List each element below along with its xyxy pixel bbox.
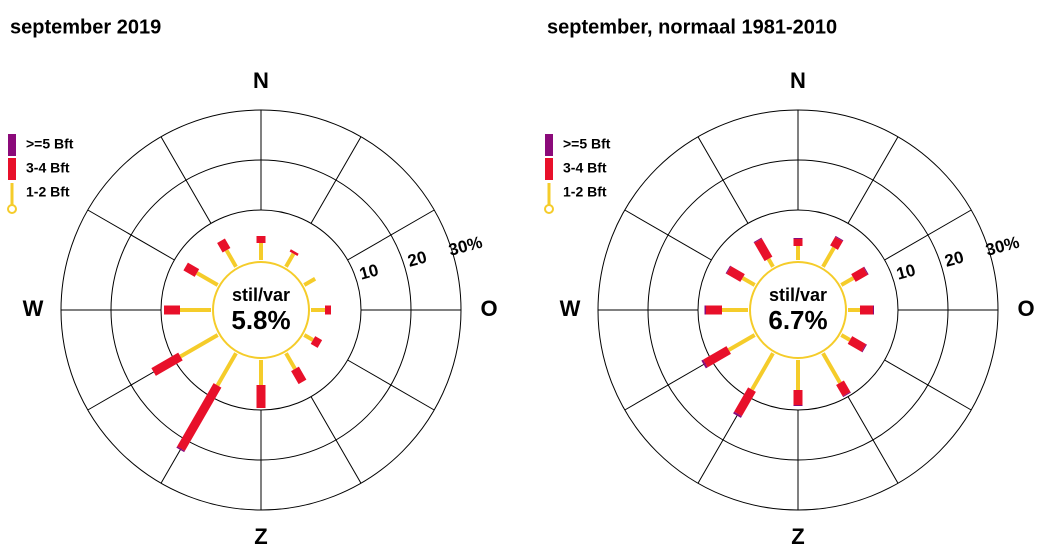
legend-label: 1-2 Bft bbox=[26, 184, 70, 200]
wind-bar bbox=[733, 411, 742, 418]
wind-bar bbox=[821, 352, 842, 384]
wind-bar bbox=[176, 446, 185, 453]
wind-bar bbox=[215, 352, 238, 387]
wind-bar bbox=[179, 333, 219, 359]
legend-label: 3-4 Bft bbox=[26, 160, 70, 176]
wind-bar bbox=[183, 262, 200, 277]
wind-bar bbox=[842, 391, 851, 398]
wind-bar bbox=[303, 277, 317, 287]
chart-title: september 2019 bbox=[10, 16, 161, 38]
direction-label: Z bbox=[254, 524, 267, 549]
spoke bbox=[347, 359, 435, 411]
wind-bar bbox=[224, 249, 238, 268]
wind-bar bbox=[840, 276, 855, 287]
ring-label: 10 bbox=[894, 260, 917, 283]
ring-label: 10 bbox=[357, 260, 380, 283]
wind-bar bbox=[217, 238, 231, 253]
wind-bar bbox=[303, 333, 314, 342]
wind-bar bbox=[851, 267, 868, 282]
wind-rose: september, normaal 1981-2010 10 20 30% N O Z Ws… bbox=[544, 16, 1035, 549]
wind-bar bbox=[840, 333, 851, 342]
wind-bar bbox=[847, 336, 867, 352]
legend-label: 3-4 Bft bbox=[563, 160, 607, 176]
ring-label: 30% bbox=[447, 233, 485, 260]
direction-label: N bbox=[253, 68, 269, 93]
wind-bar bbox=[726, 266, 745, 282]
calm-label: stil/var bbox=[232, 285, 290, 305]
spoke bbox=[697, 136, 749, 224]
calm-circle bbox=[749, 261, 847, 359]
spoke bbox=[884, 359, 972, 411]
wind-bar bbox=[836, 380, 851, 397]
direction-label: W bbox=[560, 296, 581, 321]
wind-bar bbox=[177, 383, 222, 451]
wind-bar bbox=[151, 352, 183, 376]
legend-swatch bbox=[8, 134, 16, 156]
wind-bar bbox=[703, 346, 731, 368]
wind-bar bbox=[725, 265, 731, 274]
spoke bbox=[347, 209, 435, 261]
wind-bar bbox=[701, 359, 708, 369]
spoke bbox=[624, 209, 712, 261]
wind-bar bbox=[291, 366, 307, 385]
calm-value: 6.7% bbox=[768, 305, 827, 335]
spoke bbox=[847, 396, 899, 484]
wind-bar bbox=[310, 336, 323, 348]
legend-label: >=5 Bft bbox=[26, 136, 74, 152]
spoke bbox=[310, 136, 362, 224]
legend-swatch bbox=[545, 158, 553, 180]
wind-bar bbox=[734, 387, 756, 417]
wind-bar bbox=[835, 235, 844, 242]
wind-bar bbox=[195, 271, 219, 287]
wind-bar bbox=[284, 252, 296, 268]
direction-label: O bbox=[1017, 296, 1034, 321]
ring-label: 20 bbox=[406, 247, 429, 270]
calm-label: stil/var bbox=[769, 285, 827, 305]
legend-swatch bbox=[544, 204, 554, 214]
spoke bbox=[160, 136, 212, 224]
legend-label: 1-2 Bft bbox=[563, 184, 607, 200]
legend-swatch bbox=[7, 204, 17, 214]
wind-bar bbox=[861, 344, 867, 353]
wind-bar bbox=[727, 333, 756, 352]
direction-label: W bbox=[23, 296, 44, 321]
calm-circle bbox=[212, 261, 310, 359]
wind-bar bbox=[750, 352, 775, 391]
wind-bar bbox=[830, 236, 843, 250]
wind-bar bbox=[821, 246, 836, 268]
wind-bar bbox=[863, 266, 869, 275]
direction-label: O bbox=[480, 296, 497, 321]
spoke bbox=[847, 136, 899, 224]
wind-bar bbox=[284, 352, 297, 370]
legend-swatch bbox=[8, 158, 16, 180]
wind-bar bbox=[754, 238, 773, 262]
wind-bar bbox=[766, 257, 775, 268]
wind-bar bbox=[741, 276, 756, 287]
spoke bbox=[624, 359, 712, 411]
legend-swatch bbox=[545, 134, 553, 156]
chart-title: september, normaal 1981-2010 bbox=[547, 16, 837, 38]
legend-label: >=5 Bft bbox=[563, 136, 611, 152]
wind-bar bbox=[289, 249, 299, 256]
ring-label: 20 bbox=[943, 247, 966, 270]
spoke bbox=[310, 396, 362, 484]
spoke bbox=[884, 209, 972, 261]
ring-label: 30% bbox=[984, 233, 1022, 260]
direction-label: Z bbox=[791, 524, 804, 549]
spoke bbox=[87, 209, 175, 261]
wind-bar bbox=[753, 237, 762, 243]
calm-value: 5.8% bbox=[231, 305, 290, 335]
direction-label: N bbox=[790, 68, 806, 93]
